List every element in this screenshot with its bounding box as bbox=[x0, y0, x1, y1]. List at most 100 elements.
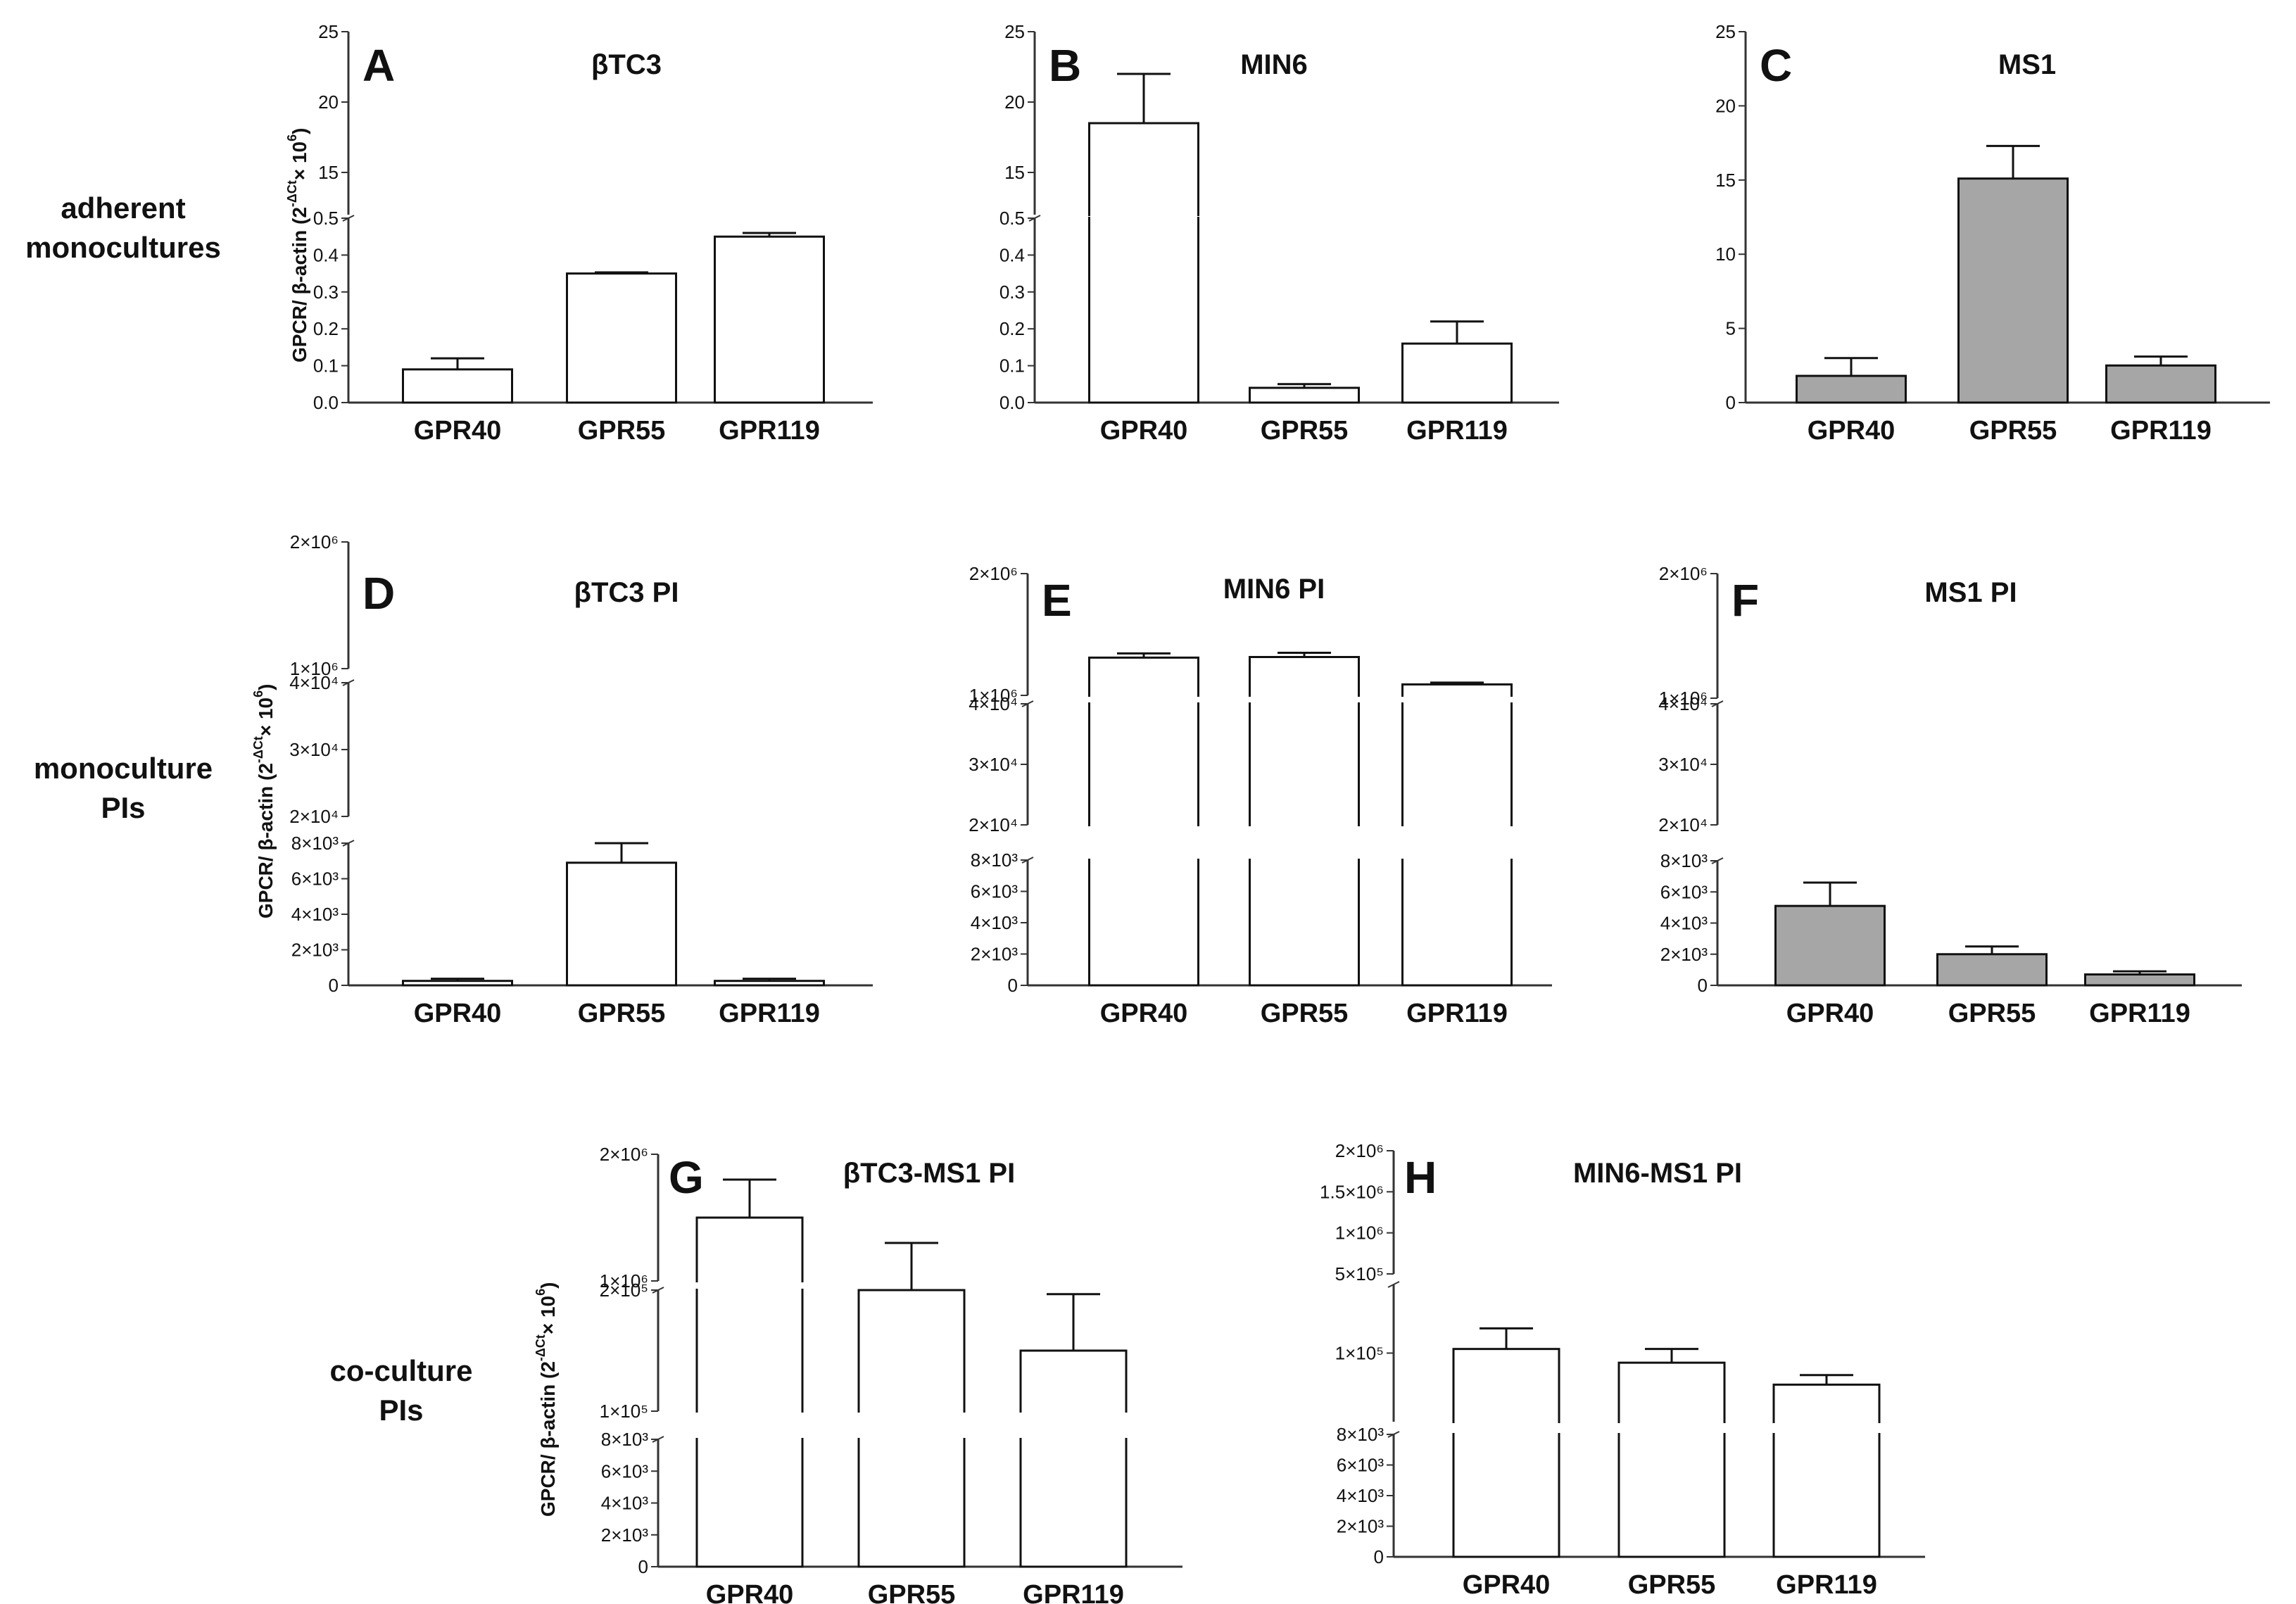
bar bbox=[1249, 656, 1360, 987]
x-tick-label: GPR119 bbox=[719, 416, 820, 446]
bar bbox=[1019, 1349, 1128, 1568]
y-tick-label: 0.4 bbox=[999, 244, 1025, 265]
bar bbox=[714, 235, 825, 404]
y-tick-label: 2×10⁶ bbox=[1335, 1140, 1384, 1161]
panel-title: MS1 PI bbox=[1924, 577, 2017, 608]
y-tick-label: 6×10³ bbox=[601, 1460, 649, 1482]
x-tick-label: GPR119 bbox=[1406, 999, 1508, 1028]
y-tick-label: 20 bbox=[318, 91, 339, 113]
y-tick-label: 2×10³ bbox=[291, 940, 339, 961]
x-tick-label: GPR119 bbox=[1023, 1580, 1124, 1604]
y-tick-label: 2×10⁴ bbox=[289, 806, 339, 827]
y-tick-label: 6×10³ bbox=[1337, 1455, 1384, 1476]
y-tick-label: 0.2 bbox=[313, 318, 339, 339]
y-tick-label: 0 bbox=[1726, 392, 1736, 413]
y-tick-label: 2×10⁶ bbox=[290, 531, 339, 552]
y-tick-label: 0 bbox=[1008, 975, 1018, 996]
y-tick-label: 2×10³ bbox=[1337, 1516, 1384, 1537]
y-tick-label: 2×10⁴ bbox=[969, 814, 1018, 835]
y-tick-label: 2×10³ bbox=[971, 944, 1018, 965]
bar bbox=[1774, 904, 1886, 987]
y-tick-label: 2×10⁴ bbox=[1658, 814, 1708, 835]
y-tick-label: 1×10⁶ bbox=[969, 685, 1018, 706]
y-tick-label: 4×10³ bbox=[601, 1493, 649, 1514]
bar bbox=[1088, 656, 1199, 987]
y-tick-label: 1×10⁶ bbox=[290, 658, 339, 679]
y-tick-label: 4×10³ bbox=[1337, 1485, 1384, 1506]
y-tick-label: 0.5 bbox=[999, 208, 1025, 229]
y-tick-label: 15 bbox=[1004, 162, 1025, 183]
panel-f bbox=[1710, 573, 2242, 987]
x-tick-label: GPR119 bbox=[2089, 999, 2190, 1028]
bar bbox=[1936, 953, 2048, 987]
y-tick-label: 0 bbox=[1374, 1546, 1384, 1567]
bar bbox=[1617, 1361, 1726, 1558]
panel-title: MIN6-MS1 PI bbox=[1573, 1158, 1742, 1189]
panel-letter: B bbox=[1049, 40, 1081, 91]
row-label-line: monoculture bbox=[33, 752, 213, 785]
x-tick-label: GPR40 bbox=[414, 416, 502, 446]
bar-break-gap bbox=[1400, 697, 1514, 702]
panel-title: MIN6 bbox=[1240, 49, 1308, 80]
y-tick-label: 3×10⁴ bbox=[969, 754, 1018, 775]
y-tick-label: 6×10³ bbox=[971, 881, 1018, 902]
y-tick-label: 0 bbox=[638, 1556, 648, 1577]
panel-a bbox=[341, 31, 873, 404]
row-label-line: co-culture bbox=[329, 1354, 473, 1387]
row-label-co-culture-pis: co-culture PIs bbox=[285, 1351, 517, 1430]
bar-break-gap bbox=[1247, 826, 1361, 859]
bar-break-gap bbox=[695, 1282, 805, 1289]
panel-title: MS1 bbox=[1998, 49, 2056, 80]
x-tick-label: GPR40 bbox=[1786, 999, 1874, 1028]
y-tick-label: 25 bbox=[318, 21, 339, 42]
bar bbox=[1772, 1383, 1881, 1558]
panel-letter: D bbox=[362, 568, 395, 619]
y-tick-label: 0 bbox=[329, 975, 339, 996]
y-tick-label: 4×10³ bbox=[971, 912, 1018, 933]
bar bbox=[2105, 364, 2216, 404]
row-label-line: adherent bbox=[61, 191, 186, 225]
y-tick-label: 0 bbox=[1698, 975, 1708, 996]
y-tick-label: 20 bbox=[1004, 91, 1025, 113]
y-tick-label: 20 bbox=[1715, 95, 1736, 116]
x-tick-label: GPR55 bbox=[1261, 999, 1349, 1028]
panel-letter: A bbox=[362, 40, 395, 91]
bar bbox=[1452, 1348, 1560, 1558]
x-tick-label: GPR55 bbox=[578, 416, 666, 446]
y-tick-label: 25 bbox=[1004, 21, 1025, 42]
bar-break-gap bbox=[1772, 1423, 1881, 1433]
y-tick-label: 1×10⁶ bbox=[1659, 688, 1708, 709]
bar-break-gap bbox=[1247, 697, 1361, 702]
panel-letter: E bbox=[1042, 575, 1072, 626]
y-tick-label: 8×10³ bbox=[1660, 850, 1708, 871]
y-tick-label: 0.2 bbox=[999, 318, 1025, 339]
panel-title: βTC3 PI bbox=[574, 577, 679, 608]
x-tick-label: GPR119 bbox=[1776, 1570, 1877, 1600]
x-tick-label: GPR55 bbox=[868, 1580, 956, 1604]
panel-e bbox=[1021, 573, 1552, 987]
bar-break-gap bbox=[1451, 1423, 1561, 1433]
x-tick-label: GPR119 bbox=[1406, 416, 1508, 446]
y-tick-label: 0.4 bbox=[313, 244, 339, 265]
y-tick-label: 2×10⁶ bbox=[600, 1144, 648, 1165]
bar bbox=[1796, 374, 1907, 404]
y-tick-label: 3×10⁴ bbox=[289, 739, 339, 760]
y-tick-label: 1×10⁵ bbox=[1335, 1343, 1384, 1364]
panel-title: βTC3-MS1 PI bbox=[843, 1158, 1015, 1189]
y-tick-label: 1×10⁶ bbox=[600, 1270, 648, 1292]
panel-letter: F bbox=[1732, 575, 1759, 626]
y-tick-label: 2×10⁶ bbox=[1659, 563, 1708, 584]
panel-d bbox=[341, 541, 873, 987]
y-tick-label: 8×10³ bbox=[971, 850, 1018, 871]
y-tick-label: 2×10⁵ bbox=[600, 1280, 648, 1301]
x-tick-label: GPR40 bbox=[1100, 999, 1188, 1028]
row-label-line: PIs bbox=[101, 791, 146, 824]
y-tick-label: 5 bbox=[1726, 318, 1736, 339]
row-label-adherent-monocultures: adherent monocultures bbox=[7, 189, 239, 267]
y-tick-label: 5×10⁵ bbox=[1335, 1263, 1384, 1284]
x-tick-label: GPR55 bbox=[1261, 416, 1349, 446]
y-tick-label: 0.1 bbox=[313, 355, 339, 377]
row-label-line: monocultures bbox=[25, 231, 221, 264]
